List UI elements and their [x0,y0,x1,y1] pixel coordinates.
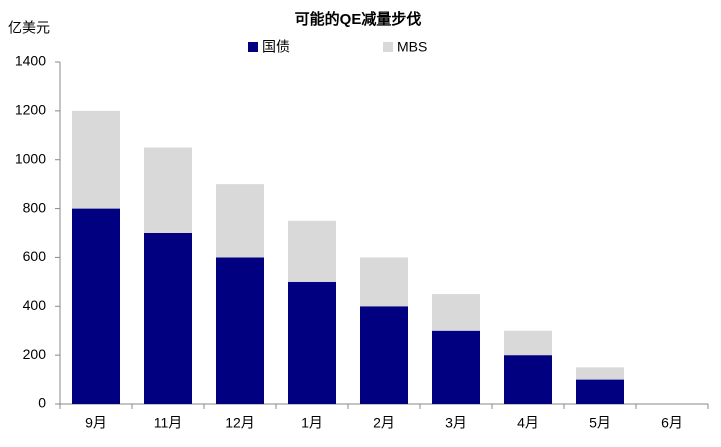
bar-segment [504,355,552,404]
bar-segment [576,367,624,380]
y-tick-label: 0 [38,395,46,411]
x-tick-label: 11月 [154,415,183,431]
y-tick-label: 1200 [15,102,46,118]
x-tick-label: 5月 [589,415,611,431]
y-tick-label: 600 [23,248,47,264]
bar-segment [360,306,408,404]
bar-segment [288,281,336,404]
y-tick-label: 1000 [15,150,46,166]
bar-segment [504,330,552,356]
y-tick-label: 200 [23,346,47,362]
bar-segment [576,379,624,404]
bar-segment [144,233,192,404]
legend-swatch [248,42,258,52]
x-tick-label: 2月 [373,415,395,431]
legend-label: MBS [397,39,427,55]
bar-segment [360,257,408,307]
x-tick-label: 9月 [85,415,107,431]
x-tick-label: 1月 [301,415,323,431]
x-tick-label: 3月 [445,415,467,431]
chart-title: 可能的QE减量步伐 [295,10,422,28]
x-tick-label: 12月 [225,415,255,431]
y-tick-label: 800 [23,199,47,215]
bar-segment [144,147,192,233]
legend-label: 国债 [262,39,290,55]
y-axis-label: 亿美元 [8,20,50,36]
bar-segment [432,330,480,404]
legend-swatch [383,42,393,52]
y-tick-label: 400 [23,297,47,313]
x-tick-label: 6月 [661,415,683,431]
bar-segment [216,257,264,404]
x-tick-label: 4月 [517,415,539,431]
bar-segment [72,110,120,209]
bar-segment [432,294,480,331]
bar-segment [72,208,120,404]
y-tick-label: 1400 [15,53,46,69]
bar-segment [288,220,336,282]
bar-segment [216,184,264,258]
